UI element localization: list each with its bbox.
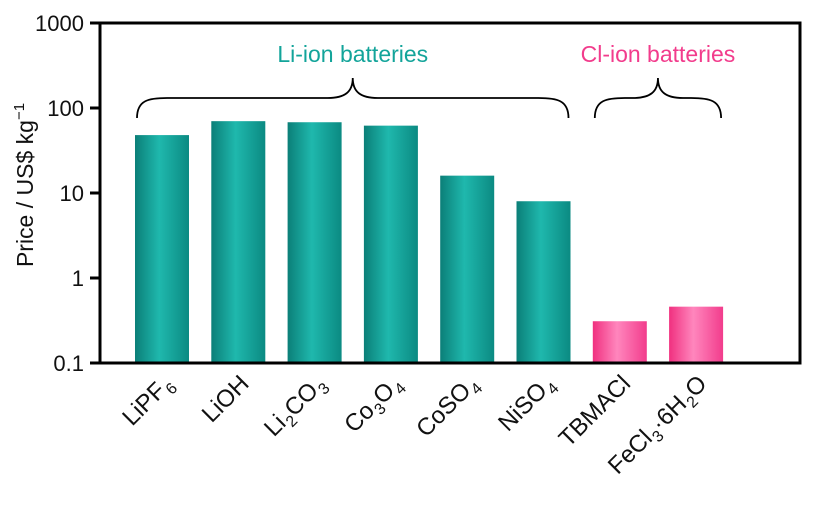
bar-7 xyxy=(669,306,724,363)
y-tick-label: 0.1 xyxy=(53,351,84,376)
bar-3 xyxy=(363,125,418,364)
bar-5 xyxy=(516,201,571,363)
bar-2 xyxy=(287,122,342,363)
group-bracket xyxy=(593,77,722,119)
y-tick-label: 1000 xyxy=(35,11,84,36)
bar-0 xyxy=(135,135,189,363)
bar-1 xyxy=(211,121,266,364)
x-category-label: Li2CO3 xyxy=(259,370,334,445)
y-tick-label: 10 xyxy=(60,181,84,206)
group-bracket xyxy=(136,77,570,119)
x-category-label: Co3O4 xyxy=(339,370,410,441)
group-label: Li-ion batteries xyxy=(277,41,428,67)
bar-4 xyxy=(440,175,495,363)
group-label: Cl-ion batteries xyxy=(581,41,736,67)
x-category-label: CoSO4 xyxy=(411,370,486,445)
y-tick-label: 100 xyxy=(47,96,84,121)
x-category-label: LiOH xyxy=(197,370,255,428)
bar-6 xyxy=(592,321,647,363)
plot-frame xyxy=(98,21,802,365)
x-category-label: NiSO4 xyxy=(493,370,563,440)
x-category-label: LiPF6 xyxy=(117,370,181,434)
y-axis-label: Price / US$ kg−1 xyxy=(11,102,38,268)
y-tick-label: 1 xyxy=(72,266,84,291)
